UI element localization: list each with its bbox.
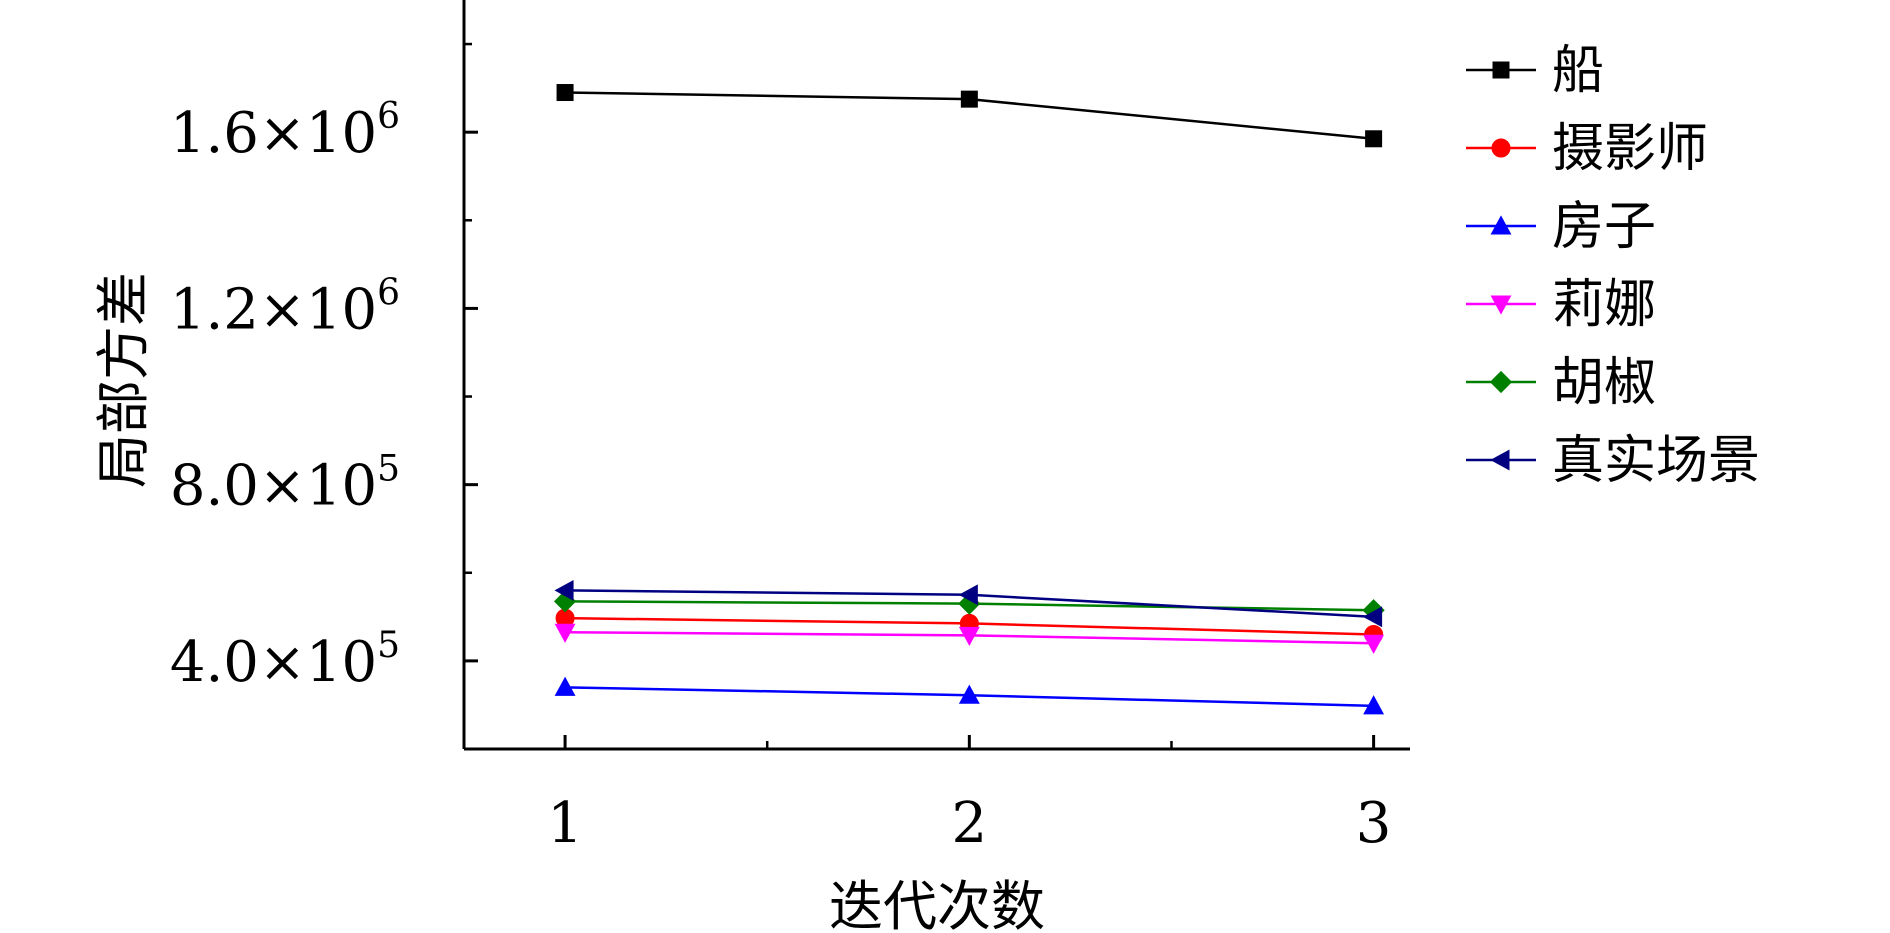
legend-entry: 莉娜 [1466, 275, 1656, 335]
series-marker [554, 579, 574, 601]
x-axis-title: 迭代次数 [829, 875, 1045, 933]
series-marker [958, 684, 980, 704]
y-tick-label: 1.6×106 [170, 96, 400, 166]
y-axis-title: 局部方差 [92, 272, 155, 488]
series-marker [1490, 295, 1512, 315]
series-marker [1492, 61, 1510, 79]
legend-label: 船 [1552, 41, 1604, 101]
series-marker [1491, 138, 1511, 158]
series-1 [555, 608, 1384, 644]
y-tick-label: 1.2×106 [170, 272, 400, 342]
series-5 [554, 579, 1383, 628]
series-marker [1363, 695, 1385, 715]
y-tick-exponent: 6 [377, 96, 400, 137]
y-tick-label: 4.0×105 [170, 625, 400, 695]
y-tick-label: 8.0×105 [170, 449, 400, 519]
legend-entry: 摄影师 [1466, 119, 1708, 179]
y-tick-mantissa: 4.0×10 [170, 630, 377, 695]
series-marker [1365, 130, 1383, 148]
legend-entry: 真实场景 [1466, 431, 1760, 491]
series-marker [958, 626, 980, 646]
series-marker [1362, 606, 1383, 628]
x-tick-label: 3 [1356, 791, 1392, 856]
legend-label: 莉娜 [1552, 275, 1656, 335]
series-3 [554, 623, 1385, 654]
legend-label: 房子 [1552, 197, 1656, 257]
series-marker [554, 623, 576, 643]
y-tick-exponent: 5 [377, 625, 400, 666]
series-marker [1363, 634, 1385, 654]
legend-label: 真实场景 [1552, 431, 1760, 491]
series-layer [553, 84, 1385, 715]
legend-label: 胡椒 [1552, 353, 1656, 413]
series-marker [1490, 449, 1510, 471]
legend-label: 摄影师 [1552, 119, 1708, 179]
y-tick-exponent: 6 [377, 272, 400, 313]
series-marker [1489, 370, 1513, 394]
series-marker [960, 90, 978, 108]
x-tick-label: 1 [547, 791, 583, 856]
series-marker [554, 676, 576, 696]
legend-entry: 房子 [1466, 197, 1656, 257]
y-tick-exponent: 5 [377, 449, 400, 490]
legend-entry: 船 [1466, 41, 1604, 101]
series-marker [958, 584, 978, 606]
series-marker [556, 84, 574, 102]
series-0 [556, 84, 1383, 148]
legend-entry: 胡椒 [1466, 353, 1656, 413]
y-tick-mantissa: 1.6×10 [170, 101, 377, 166]
y-tick-mantissa: 1.2×10 [170, 277, 377, 342]
x-tick-label: 2 [952, 791, 988, 856]
series-2 [554, 676, 1385, 715]
series-marker [1490, 215, 1512, 235]
y-tick-mantissa: 8.0×10 [170, 454, 377, 519]
